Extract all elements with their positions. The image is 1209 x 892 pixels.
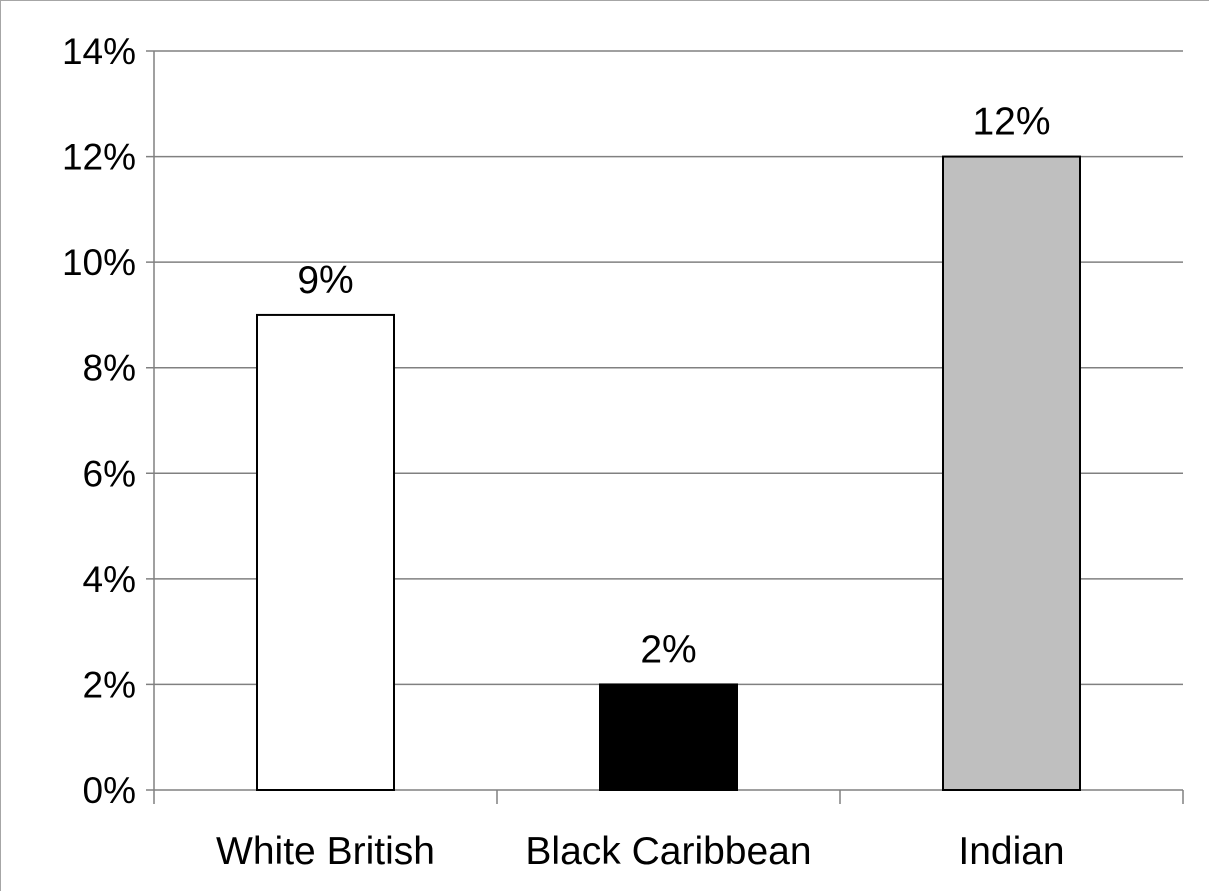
bar — [256, 313, 395, 791]
data-label: 9% — [297, 259, 353, 302]
bar — [942, 155, 1081, 792]
data-label: 12% — [972, 101, 1050, 144]
labels: 0% 2% 4% 6% 8% 10% 12% 14% 9% White British 2% Blac… — [62, 31, 1065, 873]
x-tick-label: Black Caribbean — [525, 830, 811, 873]
y-tick-label: 12% — [62, 137, 136, 178]
x-tick-label: Indian — [958, 830, 1064, 873]
y-tick-label: 8% — [83, 348, 136, 389]
y-tick-label: 6% — [83, 453, 136, 494]
data-label: 2% — [640, 628, 696, 671]
y-tick-label: 14% — [62, 31, 136, 72]
x-tick-label: White British — [216, 830, 435, 873]
y-tick-label: 4% — [83, 559, 136, 600]
y-tick-label: 10% — [62, 242, 136, 283]
bar — [599, 683, 738, 792]
y-tick-label: 0% — [83, 770, 136, 811]
bars — [256, 155, 1081, 792]
y-tick-label: 2% — [83, 664, 136, 705]
